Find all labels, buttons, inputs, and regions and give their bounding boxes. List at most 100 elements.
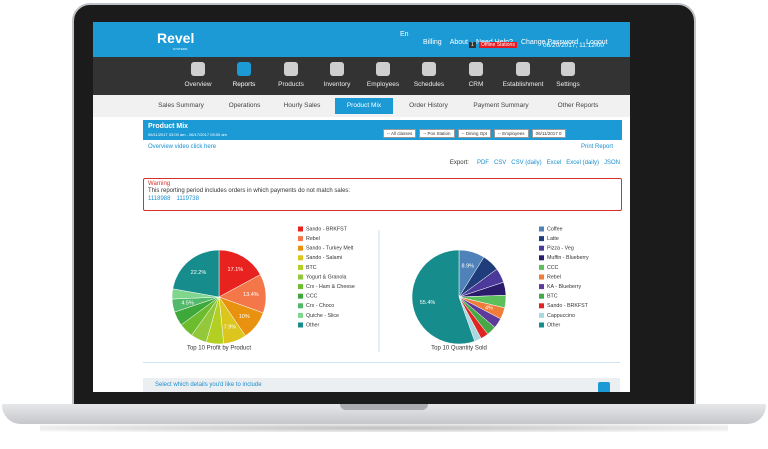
tab[interactable]: Operations [228, 102, 261, 109]
top-link[interactable]: About [449, 39, 468, 46]
legend-swatch [298, 255, 303, 261]
slice-label: 55.4% [420, 300, 436, 306]
language[interactable]: En [400, 31, 409, 38]
nav-item[interactable]: Employees [366, 81, 400, 88]
export-label: Export: [449, 160, 469, 166]
legend-label: Pizza - Veg [547, 246, 574, 252]
nav-item[interactable]: CRM [468, 81, 484, 88]
nav-item[interactable]: Overview [184, 81, 212, 88]
section-divider [143, 362, 620, 363]
legend-swatch [539, 264, 544, 270]
tab[interactable]: Other Reports [557, 102, 599, 109]
legend-swatch [298, 236, 303, 242]
filter-select[interactable]: 06/11/2017 0 [531, 129, 566, 138]
top-link[interactable]: Logout [586, 39, 608, 46]
overview-video-link[interactable]: Overview video click here [148, 144, 217, 150]
nav-icon [469, 62, 483, 76]
checkbox[interactable] [485, 140, 490, 144]
checkbox[interactable] [558, 140, 563, 144]
pie-slice [218, 249, 261, 298]
tab[interactable]: Hourly Sales [283, 102, 321, 109]
nav-item[interactable]: Establishment [502, 81, 544, 88]
legend-swatch [298, 312, 303, 318]
nav-bar: Overview Reports Products Inventory Employee… [93, 57, 630, 95]
legend-swatch [298, 303, 303, 309]
slice-label: 8.9% [462, 264, 475, 270]
legend-label: Rebel [306, 236, 320, 242]
top-link[interactable]: Billing [423, 39, 442, 46]
export-link[interactable]: JSON [603, 160, 620, 166]
slice-label: 17.1% [228, 267, 244, 273]
checkbox[interactable] [511, 140, 516, 144]
legend-label: KA - Blueberry [547, 284, 582, 290]
tab[interactable]: Order History [409, 102, 448, 109]
export-link[interactable]: PDF [476, 160, 489, 166]
warning-orders: 1118988 1119738 [148, 196, 205, 202]
pie-slice [411, 249, 475, 345]
header-bar: Revel SYSTEMS En BillingAboutNeed Help?C… [93, 22, 630, 57]
nav-item[interactable]: Settings [556, 81, 580, 88]
offline-count: 1 [469, 42, 476, 48]
legend-label: Coffee [547, 226, 563, 232]
tab-bar: Sales Summary Operations Hourly Sales Produ… [93, 95, 630, 117]
checkboxes: Open Unpaid Irregular Web Orders Only Mod. M… [438, 131, 584, 149]
export-link[interactable]: Excel (daily) [566, 160, 599, 166]
order-link[interactable]: 1118988 [148, 196, 171, 202]
order-link[interactable]: 1119738 [176, 196, 199, 202]
nav-item[interactable]: Inventory [323, 81, 351, 88]
charts: 17.1% 13.4% 10%7.9% 4.5% 22.2% Sando - BRKFST… [171, 226, 589, 352]
legend-swatch [539, 284, 544, 290]
checkbox[interactable] [461, 140, 466, 144]
warning-message: This reporting period includes orders in… [148, 188, 351, 194]
export-link[interactable]: Excel [546, 160, 562, 166]
datetime: 06/20/2017, 11:12:00 [543, 42, 604, 49]
filters: -- All classes -- Pos Station -- Dining Op… [383, 122, 569, 140]
slice-label: 4.5% [181, 300, 194, 306]
nav-item[interactable]: Products [278, 81, 304, 88]
legend-label: Quiche - Slice [306, 313, 339, 319]
laptop-notch [340, 404, 428, 410]
nav-icon [237, 62, 251, 76]
nav-item[interactable]: Schedules [413, 81, 445, 88]
panel-range: 06/11/2017 03:00 am - 06/17/2017 03:00 a… [148, 132, 227, 137]
export-link[interactable]: CSV [493, 160, 507, 166]
top-link[interactable]: Change Password [520, 39, 579, 46]
print-report[interactable]: Print Report [581, 144, 614, 150]
legend-label: Sando - BRKFST [306, 226, 348, 232]
nav-icon [284, 62, 298, 76]
legend-label: Rebel [547, 274, 561, 280]
slice-label: 13.4% [243, 292, 259, 298]
slice-label: 7.9% [224, 324, 237, 330]
chart-title: Top 10 Quantity Sold [431, 346, 487, 352]
checkbox-label: Open [446, 140, 459, 146]
legend-label: Yogurt & Granola [306, 274, 346, 280]
checkbox-label: Mod. Mix [563, 140, 584, 146]
tab[interactable]: Sales Summary [158, 102, 204, 109]
nav-item[interactable]: Reports [232, 81, 256, 88]
offline-label[interactable]: Offline Stations [479, 42, 517, 48]
export-row: Export: PDF CSV CSV (daily) Excel Excel (dail… [450, 160, 620, 166]
details-prompt[interactable]: Select which details you'd like to inclu… [155, 382, 262, 388]
legend-swatch [539, 293, 544, 299]
tab[interactable]: Product Mix [335, 98, 393, 114]
filter-select[interactable]: -- All classes [383, 129, 417, 138]
panel-bar: Product Mix 06/11/2017 03:00 am - 06/17/… [143, 120, 622, 146]
nav-icon [422, 62, 436, 76]
legend-label: Sando - BRKFST [547, 303, 589, 309]
checkbox[interactable] [441, 140, 445, 144]
filter-select[interactable]: -- Employees [494, 129, 529, 138]
legend-swatch [298, 274, 303, 280]
tab[interactable]: Payment Summary [473, 102, 529, 109]
filter-select[interactable]: -- Pos Station [419, 129, 455, 138]
legend-label: CCC [547, 265, 559, 271]
filter-select[interactable]: -- Dining Opt [457, 129, 492, 138]
panel-title: Product Mix [148, 123, 189, 130]
slice-label: 22.2% [191, 270, 207, 276]
export-link[interactable]: CSV (daily) [511, 160, 542, 166]
details-button[interactable] [598, 382, 610, 392]
legend-label: BTC [306, 265, 317, 271]
legend-swatch [298, 284, 303, 290]
legend-swatch [298, 226, 303, 232]
legend-label: Other [547, 322, 560, 328]
